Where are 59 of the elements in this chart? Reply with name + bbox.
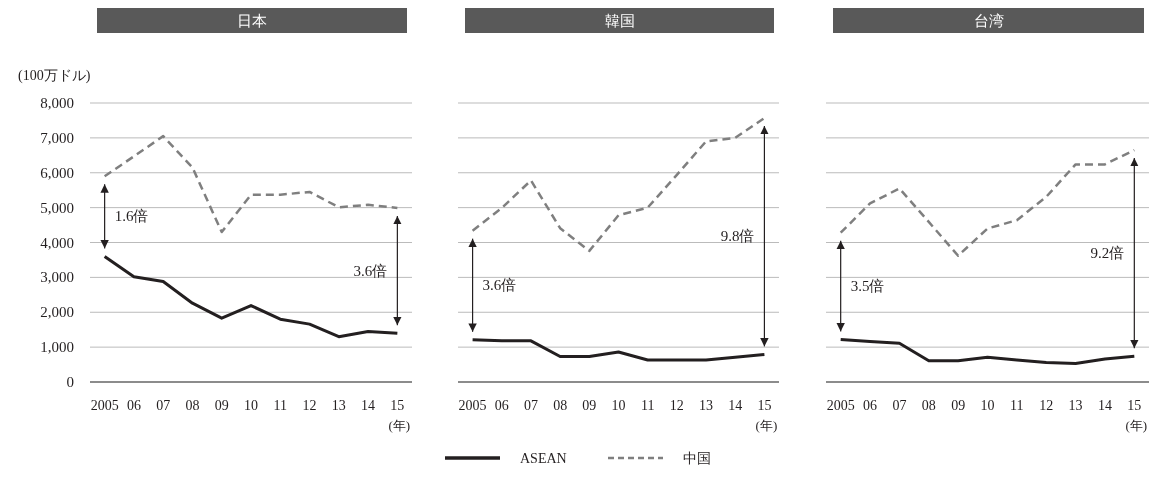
- y-tick-label: 7,000: [40, 129, 74, 146]
- x-tick-label: 06: [126, 398, 141, 413]
- line-series: [103, 134, 399, 234]
- x-tick-label: 12: [302, 398, 317, 413]
- annotation: 3.6倍: [482, 277, 517, 294]
- x-tick-label: 08: [185, 398, 200, 413]
- x-tick-label: 07: [523, 398, 538, 413]
- annotation: 1.6倍: [114, 208, 149, 225]
- chart-title: 日本: [237, 13, 267, 29]
- y-axis-title: (100万ドル): [18, 68, 91, 84]
- x-tick-label: 12: [1039, 398, 1054, 413]
- x-tick-label: 15: [1127, 398, 1142, 413]
- annotation: 9.8倍: [720, 228, 755, 245]
- x-tick-label: 13: [331, 398, 346, 413]
- y-tick-label: 1,000: [40, 339, 74, 356]
- x-axis-title: (年): [755, 418, 778, 433]
- legend-label: ASEAN: [520, 451, 567, 466]
- x-tick-label: 2005: [90, 398, 119, 413]
- x-tick-label: 15: [390, 398, 405, 413]
- x-tick-label: 13: [1068, 398, 1083, 413]
- x-tick-label: 07: [892, 398, 907, 413]
- line-series: [103, 254, 399, 339]
- x-tick-label: 14: [728, 398, 743, 413]
- chart-title: 韓国: [604, 13, 635, 29]
- x-tick-label: 08: [553, 398, 568, 413]
- x-tick-label: 14: [361, 398, 376, 413]
- x-axis-title: (年): [388, 418, 411, 433]
- x-tick-label: 2005: [458, 398, 487, 413]
- x-tick-label: 09: [582, 398, 597, 413]
- x-tick-label: 10: [980, 398, 995, 413]
- x-tick-label: 10: [611, 398, 626, 413]
- annotation: 3.6倍: [353, 262, 388, 279]
- x-tick-label: 2005: [826, 398, 855, 413]
- y-tick-label: 0: [66, 374, 74, 390]
- x-tick-label: 14: [1097, 398, 1112, 413]
- chart-title: 台湾: [973, 13, 1004, 29]
- x-tick-label: 11: [1010, 398, 1024, 413]
- x-tick-label: 06: [863, 398, 878, 413]
- y-tick-label: 4,000: [40, 234, 74, 251]
- x-tick-label: 11: [640, 398, 655, 413]
- x-tick-label: 09: [214, 398, 229, 413]
- y-tick-label: 5,000: [40, 199, 74, 216]
- y-tick-label: 3,000: [40, 269, 74, 286]
- x-tick-label: 13: [699, 398, 714, 413]
- x-tick-label: 15: [757, 398, 772, 413]
- legend-label: 中国: [683, 451, 711, 466]
- annotation: 9.2倍: [1090, 245, 1125, 262]
- x-tick-label: 06: [494, 398, 509, 413]
- x-axis-title: (年): [1125, 418, 1148, 433]
- y-tick-label: 8,000: [40, 95, 74, 111]
- x-tick-label: 10: [244, 398, 258, 413]
- x-tick-label: 12: [669, 398, 684, 413]
- annotation: 3.5倍: [850, 278, 885, 295]
- x-tick-label: 07: [156, 398, 171, 413]
- x-tick-label: 09: [951, 398, 966, 413]
- x-tick-label: 08: [921, 398, 936, 413]
- y-tick-label: 6,000: [40, 164, 74, 181]
- x-tick-label: 11: [273, 398, 288, 413]
- y-tick-label: 2,000: [40, 304, 74, 321]
